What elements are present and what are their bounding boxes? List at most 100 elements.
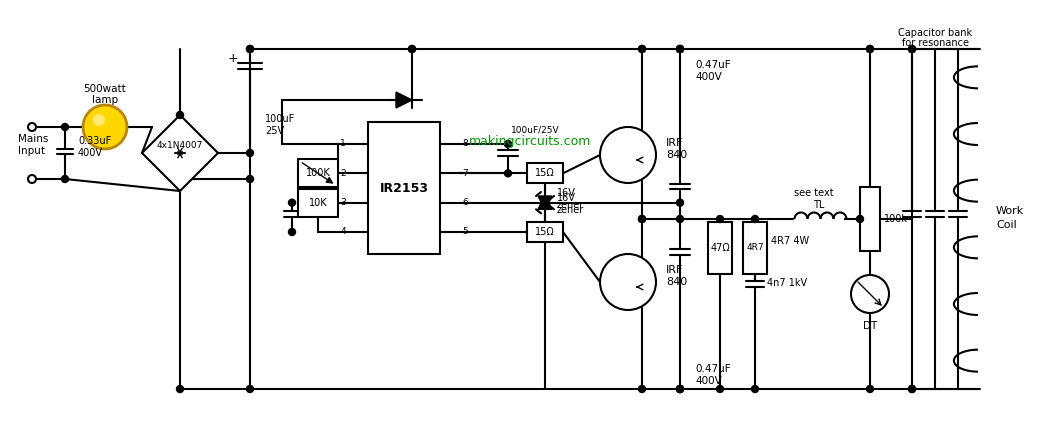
Text: 400V: 400V — [695, 72, 721, 82]
Text: DT: DT — [863, 321, 878, 331]
Circle shape — [639, 45, 645, 52]
Text: lamp: lamp — [92, 95, 118, 105]
Text: 100k: 100k — [884, 214, 908, 224]
Circle shape — [677, 385, 683, 392]
Text: 7: 7 — [463, 169, 468, 178]
Circle shape — [639, 215, 645, 222]
Text: Coil: Coil — [996, 220, 1017, 230]
Circle shape — [93, 114, 105, 126]
Text: 840: 840 — [666, 277, 687, 287]
Circle shape — [246, 176, 253, 183]
Bar — [367, 122, 440, 254]
Circle shape — [600, 127, 656, 183]
Circle shape — [908, 385, 916, 392]
Text: Capacitor bank: Capacitor bank — [898, 28, 973, 38]
Text: +: + — [228, 52, 239, 66]
Circle shape — [61, 176, 69, 183]
Circle shape — [908, 385, 916, 392]
Bar — [527, 163, 563, 184]
Text: zener: zener — [557, 205, 584, 215]
Text: 100uF: 100uF — [265, 114, 296, 124]
Text: 8: 8 — [463, 139, 468, 149]
Bar — [298, 160, 338, 187]
Circle shape — [409, 45, 415, 52]
Text: see text: see text — [794, 188, 834, 198]
Text: 500watt: 500watt — [83, 84, 127, 94]
Circle shape — [677, 385, 683, 392]
Circle shape — [677, 45, 683, 52]
Text: 3: 3 — [340, 198, 346, 207]
Text: 400V: 400V — [78, 148, 103, 158]
Circle shape — [677, 199, 683, 206]
Text: zener: zener — [557, 200, 584, 210]
Circle shape — [717, 215, 723, 222]
Circle shape — [867, 45, 873, 52]
Circle shape — [717, 385, 723, 392]
Text: IR2153: IR2153 — [379, 181, 429, 194]
Polygon shape — [538, 196, 552, 210]
Text: 25V: 25V — [265, 126, 284, 136]
Circle shape — [908, 45, 916, 52]
Text: 10K: 10K — [308, 198, 327, 208]
Circle shape — [29, 175, 36, 183]
Text: 47Ω: 47Ω — [710, 243, 730, 253]
Text: IRF: IRF — [666, 265, 683, 275]
Text: 840: 840 — [666, 150, 687, 160]
Circle shape — [83, 105, 127, 149]
Polygon shape — [396, 92, 412, 108]
Text: 4: 4 — [340, 228, 346, 236]
Circle shape — [288, 229, 296, 236]
Circle shape — [867, 385, 873, 392]
Bar — [527, 222, 563, 242]
Text: Mains: Mains — [18, 134, 49, 144]
Circle shape — [867, 45, 873, 52]
Circle shape — [246, 45, 253, 52]
Text: 0.47uF: 0.47uF — [695, 60, 731, 70]
Text: 4x1N4007: 4x1N4007 — [156, 141, 203, 149]
Bar — [708, 222, 732, 274]
Circle shape — [752, 385, 758, 392]
Text: 400V: 400V — [695, 376, 721, 386]
Circle shape — [29, 123, 36, 131]
Text: 100K: 100K — [305, 168, 331, 178]
Circle shape — [639, 215, 645, 222]
Text: 15Ω: 15Ω — [535, 168, 554, 178]
Circle shape — [639, 45, 645, 52]
Polygon shape — [538, 195, 552, 209]
Text: 15Ω: 15Ω — [535, 227, 554, 237]
Circle shape — [677, 45, 683, 52]
Circle shape — [246, 149, 253, 156]
Circle shape — [246, 385, 253, 392]
Text: 0.33uF: 0.33uF — [78, 136, 111, 146]
Circle shape — [176, 385, 184, 392]
Text: 6: 6 — [463, 198, 468, 207]
Text: TL: TL — [813, 200, 825, 210]
Circle shape — [639, 385, 645, 392]
Circle shape — [61, 124, 69, 131]
Circle shape — [752, 215, 758, 222]
Bar — [860, 187, 880, 251]
Bar — [743, 222, 767, 274]
Text: 4R7 4W: 4R7 4W — [771, 236, 809, 246]
Circle shape — [409, 45, 415, 52]
Circle shape — [856, 215, 864, 222]
Circle shape — [246, 45, 253, 52]
Text: IRF: IRF — [666, 138, 683, 148]
Text: 1: 1 — [340, 139, 346, 149]
Text: 4n7 1kV: 4n7 1kV — [767, 278, 807, 288]
Text: 16V: 16V — [557, 193, 576, 203]
Circle shape — [505, 170, 511, 177]
Circle shape — [851, 275, 889, 313]
Circle shape — [677, 45, 683, 52]
Text: 100uF/25V: 100uF/25V — [511, 125, 560, 135]
Circle shape — [677, 215, 683, 222]
Text: 5: 5 — [463, 228, 468, 236]
Circle shape — [677, 385, 683, 392]
Text: Work: Work — [996, 206, 1024, 216]
Text: 16V: 16V — [557, 188, 576, 198]
Text: 2: 2 — [340, 169, 346, 178]
Text: for resonance: for resonance — [902, 38, 968, 48]
Circle shape — [288, 199, 296, 206]
Bar — [298, 189, 338, 217]
Circle shape — [505, 141, 511, 148]
